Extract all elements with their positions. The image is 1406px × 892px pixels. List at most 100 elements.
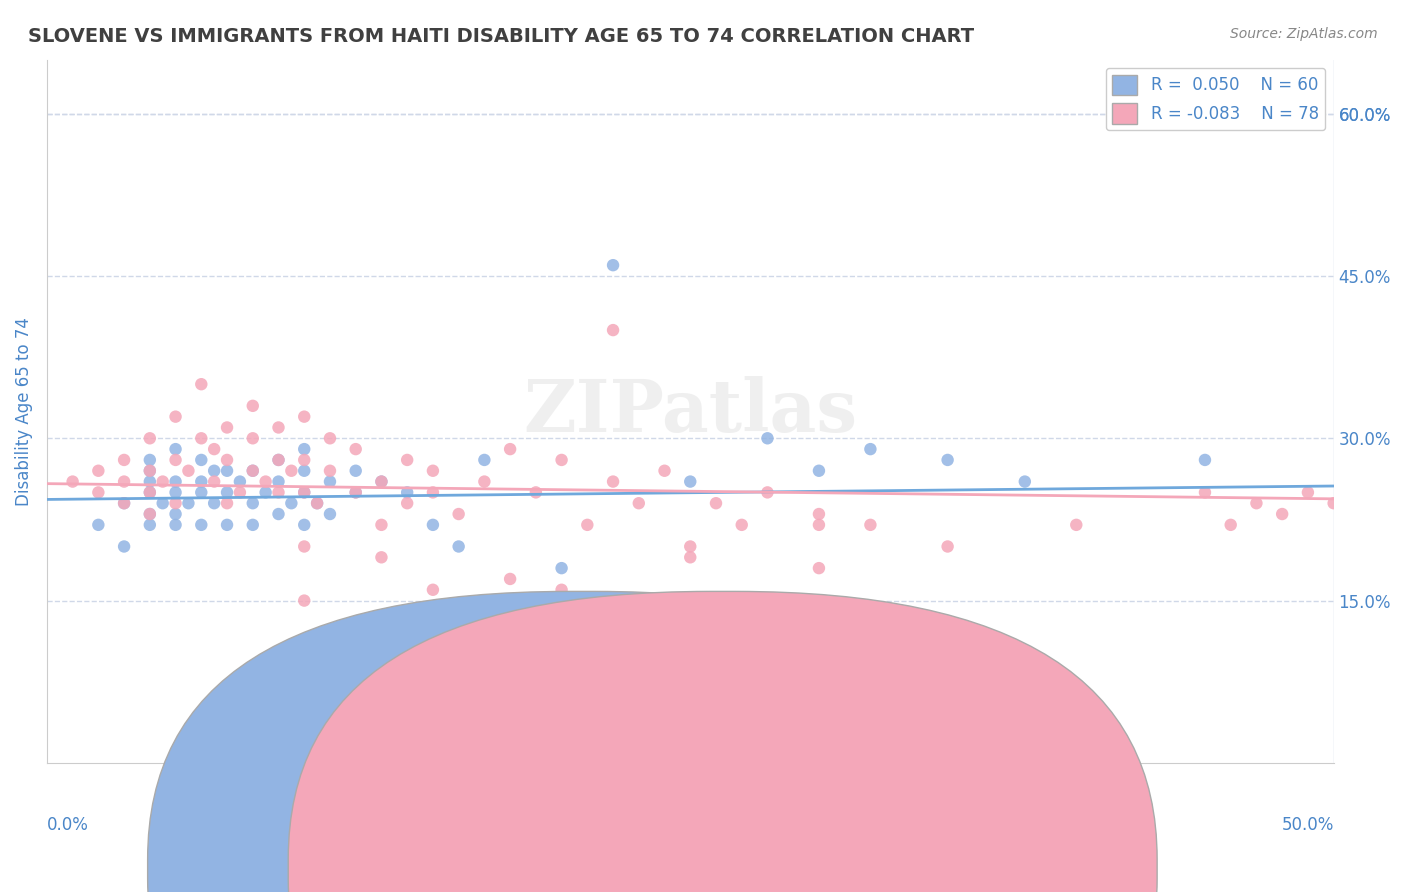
Point xyxy=(152,496,174,510)
Point xyxy=(422,582,444,597)
Point xyxy=(319,475,342,489)
Point xyxy=(292,464,315,478)
Point xyxy=(1323,496,1346,510)
Point xyxy=(215,496,238,510)
Point xyxy=(370,550,392,565)
Point xyxy=(602,323,624,337)
Point xyxy=(602,475,624,489)
Point xyxy=(202,464,225,478)
Point xyxy=(242,399,264,413)
Point xyxy=(474,453,496,467)
Point xyxy=(344,485,367,500)
Point xyxy=(139,464,162,478)
Point xyxy=(87,485,110,500)
Point xyxy=(731,517,754,532)
Point xyxy=(215,485,238,500)
Point xyxy=(139,475,162,489)
Point xyxy=(679,550,702,565)
Point xyxy=(267,475,290,489)
Point xyxy=(679,475,702,489)
Point xyxy=(292,453,315,467)
Point xyxy=(1194,453,1216,467)
Point xyxy=(550,453,572,467)
Point xyxy=(112,540,135,554)
Point xyxy=(177,464,200,478)
Point xyxy=(112,496,135,510)
Point xyxy=(396,485,419,500)
Point xyxy=(627,496,650,510)
Point xyxy=(550,582,572,597)
Point xyxy=(280,464,302,478)
Point xyxy=(112,453,135,467)
Point xyxy=(422,464,444,478)
Point xyxy=(627,626,650,640)
Point xyxy=(1194,485,1216,500)
Point xyxy=(807,517,830,532)
Point xyxy=(139,517,162,532)
Point xyxy=(165,409,187,424)
Y-axis label: Disability Age 65 to 74: Disability Age 65 to 74 xyxy=(15,317,32,506)
Point xyxy=(370,475,392,489)
Point xyxy=(319,431,342,445)
Point xyxy=(859,517,882,532)
Point xyxy=(190,377,212,392)
Point xyxy=(267,485,290,500)
Point xyxy=(190,453,212,467)
Point xyxy=(229,485,252,500)
Point xyxy=(756,431,779,445)
Point xyxy=(87,464,110,478)
Point xyxy=(139,453,162,467)
Point xyxy=(292,485,315,500)
Point xyxy=(190,431,212,445)
Point xyxy=(215,420,238,434)
Point xyxy=(254,485,277,500)
Point xyxy=(936,453,959,467)
Point xyxy=(139,485,162,500)
Point xyxy=(396,496,419,510)
Point xyxy=(267,453,290,467)
Text: ZIPatlas: ZIPatlas xyxy=(523,376,858,447)
Point xyxy=(370,475,392,489)
Point xyxy=(292,593,315,607)
Point xyxy=(202,475,225,489)
Point xyxy=(474,475,496,489)
Point xyxy=(1296,485,1319,500)
Point xyxy=(1014,475,1036,489)
Point xyxy=(307,496,329,510)
Point xyxy=(177,496,200,510)
Point xyxy=(112,496,135,510)
Point xyxy=(307,496,329,510)
Point xyxy=(499,572,522,586)
Point xyxy=(447,540,470,554)
Point xyxy=(807,507,830,521)
Point xyxy=(1064,702,1087,716)
Point xyxy=(319,507,342,521)
Point xyxy=(202,442,225,456)
Point xyxy=(292,409,315,424)
Point xyxy=(267,507,290,521)
Point xyxy=(165,475,187,489)
Text: □  Slovenes: □ Slovenes xyxy=(572,855,665,870)
Point xyxy=(242,464,264,478)
Point xyxy=(1219,517,1241,532)
Point xyxy=(190,517,212,532)
Text: 50.0%: 50.0% xyxy=(1281,815,1334,834)
Point xyxy=(242,496,264,510)
Point xyxy=(344,442,367,456)
Point xyxy=(807,464,830,478)
Point xyxy=(165,442,187,456)
Point xyxy=(202,496,225,510)
Point xyxy=(139,507,162,521)
Point xyxy=(396,453,419,467)
Point xyxy=(422,485,444,500)
Point xyxy=(62,475,84,489)
Point xyxy=(229,475,252,489)
Point xyxy=(292,485,315,500)
Point xyxy=(499,442,522,456)
Point xyxy=(807,561,830,575)
Point xyxy=(87,517,110,532)
Point xyxy=(679,540,702,554)
Point xyxy=(165,485,187,500)
Point xyxy=(422,517,444,532)
Point xyxy=(292,517,315,532)
